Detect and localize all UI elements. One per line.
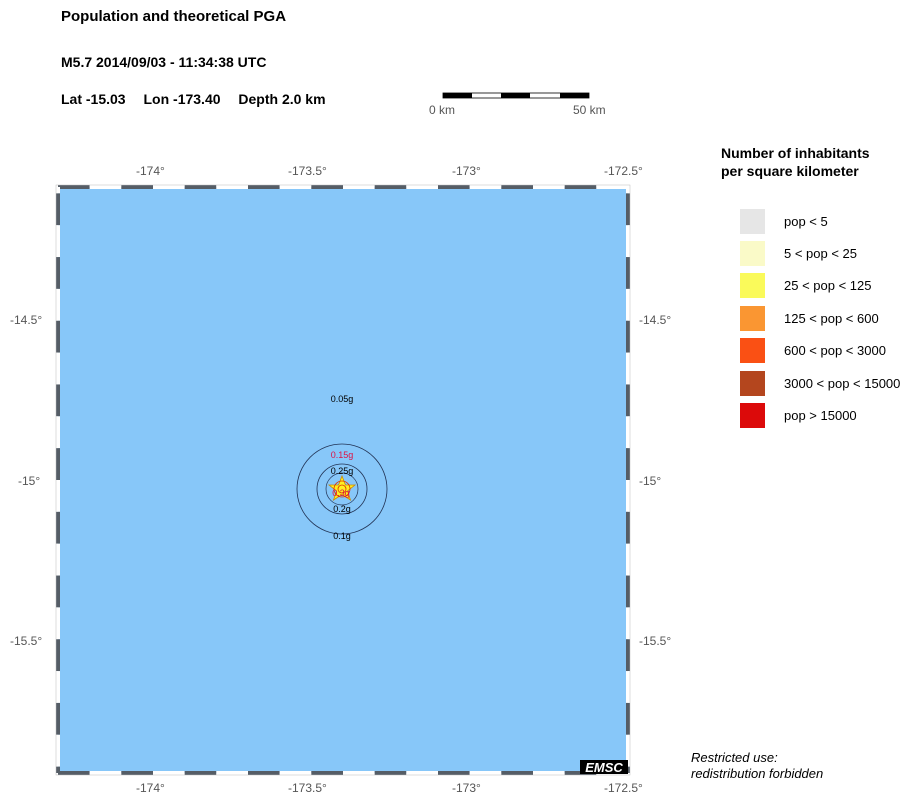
- legend-title: Number of inhabitants per square kilomet…: [721, 144, 870, 180]
- legend-item: pop < 5: [740, 208, 828, 234]
- scale-bar-seg: [443, 93, 472, 98]
- lon-tick-bottom: -173°: [452, 781, 481, 795]
- legend-title-line2: per square kilometer: [721, 163, 859, 179]
- legend-label: 3000 < pop < 15000: [784, 375, 901, 391]
- scale-bar-end: 50 km: [573, 103, 606, 117]
- location-info: Lat -15.03 Lon -173.40 Depth 2.0 km: [61, 91, 340, 107]
- lon-tick-top: -172.5°: [604, 164, 643, 178]
- pga-label: 0.2g: [333, 504, 351, 514]
- usage-notice: Restricted use: redistribution forbidden: [691, 750, 823, 782]
- map-frame: [55, 184, 631, 776]
- scale-bar-start: 0 km: [429, 103, 456, 117]
- depth: Depth 2.0 km: [238, 91, 326, 107]
- legend-item: 5 < pop < 25: [740, 240, 858, 266]
- pga-label: 0.25g: [331, 466, 354, 476]
- lat-tick-left: -15.5°: [10, 634, 43, 648]
- emsc-logo-text: EMSC: [585, 760, 623, 775]
- pga-label: 0.15g: [331, 450, 354, 460]
- pga-contour-0.1g: [296, 443, 388, 535]
- lat-tick-right: -15.5°: [639, 634, 672, 648]
- legend-label: 5 < pop < 25: [784, 245, 858, 261]
- pga-contour-inner: [337, 484, 347, 494]
- lon-tick-bottom: -174°: [136, 781, 165, 795]
- pga-label: 0.1g: [333, 531, 351, 541]
- usage-notice-line2: redistribution forbidden: [691, 766, 824, 781]
- legend-item: 600 < pop < 3000: [740, 338, 886, 364]
- lat-tick-left: -15°: [18, 474, 41, 488]
- scale-bar: [442, 92, 590, 99]
- lat-tick-left: -14.5°: [10, 313, 43, 327]
- longitude: Lon -173.40: [143, 91, 221, 107]
- lon-tick-top: -174°: [136, 164, 165, 178]
- pga-label: 0.3g: [332, 488, 350, 498]
- event-info: M5.7 2014/09/03 - 11:34:38 UTC: [61, 54, 267, 70]
- legend-swatch: [740, 240, 765, 266]
- scale-bar-seg: [560, 93, 589, 98]
- lon-tick-bottom: -173.5°: [288, 781, 327, 795]
- legend-label: 25 < pop < 125: [784, 278, 872, 294]
- lon-tick-bottom: -172.5°: [604, 781, 643, 795]
- pga-contours: 0.05g 0.15g 0.25g 0.3g 0.2g 0.1g: [296, 394, 388, 541]
- lon-tick-top: -173°: [452, 164, 481, 178]
- legend-label: 125 < pop < 600: [784, 310, 879, 326]
- legend-label: 600 < pop < 3000: [784, 343, 886, 359]
- pga-contour-0.2g: [316, 463, 368, 515]
- legend-swatch: [740, 338, 765, 364]
- legend-item: 125 < pop < 600: [740, 305, 879, 331]
- legend-swatch: [740, 273, 765, 299]
- legend-label: pop > 15000: [784, 407, 857, 423]
- emsc-logo-bg: [580, 760, 628, 774]
- pga-label: 0.05g: [331, 394, 354, 404]
- lat-tick-right: -15°: [639, 474, 662, 488]
- pga-contour-0.25g: [325, 472, 359, 506]
- emsc-logo: EMSC: [580, 760, 628, 775]
- legend-swatch: [740, 208, 765, 234]
- legend-swatch: [740, 402, 765, 428]
- scale-bar-seg: [501, 93, 530, 98]
- lat-tick-right: -14.5°: [639, 313, 672, 327]
- legend-item: 3000 < pop < 15000: [740, 370, 901, 396]
- legend-swatch: [740, 305, 765, 331]
- lon-tick-top: -173.5°: [288, 164, 327, 178]
- legend-title-line1: Number of inhabitants: [721, 145, 870, 161]
- frame-outline: [55, 184, 631, 776]
- usage-notice-line1: Restricted use:: [691, 750, 778, 765]
- legend-swatch: [740, 370, 765, 396]
- latitude: Lat -15.03: [61, 91, 126, 107]
- pga-contour-0.3g: [333, 480, 351, 498]
- legend-item: 25 < pop < 125: [740, 273, 872, 299]
- map-title: Population and theoretical PGA: [61, 8, 287, 25]
- legend-item: pop > 15000: [740, 402, 857, 428]
- legend-label: pop < 5: [784, 213, 828, 229]
